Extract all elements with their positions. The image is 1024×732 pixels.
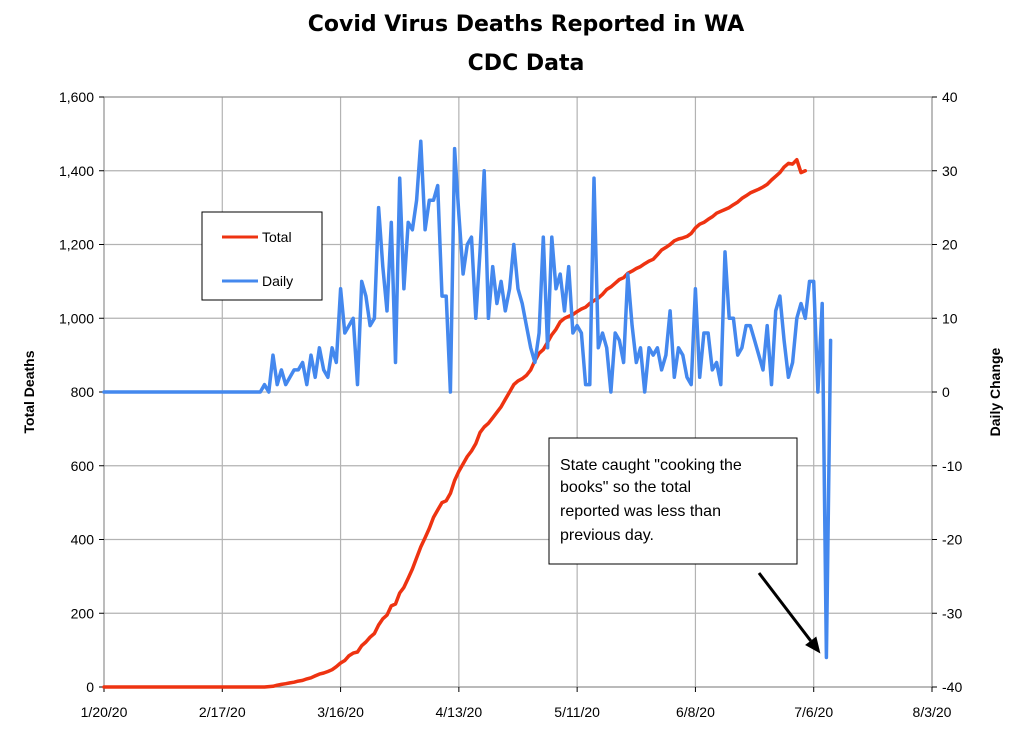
y2-tick-label: -20 bbox=[942, 532, 962, 548]
y2-tick-label: 20 bbox=[942, 237, 958, 253]
series-line-daily bbox=[102, 139, 833, 660]
y2-axis-label: Daily Change bbox=[987, 347, 1003, 436]
y2-tick-label: -40 bbox=[942, 679, 962, 695]
annotation-arrow bbox=[757, 572, 812, 642]
x-tick-label: 3/16/20 bbox=[317, 704, 364, 720]
y2-tick-label: 40 bbox=[942, 89, 958, 105]
x-tick-label: 4/13/20 bbox=[435, 704, 482, 720]
y2-tick-label: 0 bbox=[942, 384, 950, 400]
x-tick-label: 8/3/20 bbox=[913, 704, 952, 720]
y-tick-label: 1,400 bbox=[59, 163, 94, 179]
y-axis-label: Total Deaths bbox=[21, 350, 37, 433]
y-tick-label: 1,000 bbox=[59, 310, 94, 326]
annotation-box bbox=[548, 437, 798, 565]
annotation-line-1: State caught "cooking the bbox=[560, 457, 742, 474]
y-tick-label: 1,600 bbox=[59, 89, 94, 105]
x-tick-label: 7/6/20 bbox=[794, 704, 833, 720]
y2-tick-label: -10 bbox=[942, 458, 962, 474]
x-tick-label: 1/20/20 bbox=[81, 704, 128, 720]
y2-tick-label: 10 bbox=[942, 310, 958, 326]
legend: Total Daily bbox=[201, 211, 323, 301]
x-tick-label: 2/17/20 bbox=[199, 704, 246, 720]
y-tick-label: 200 bbox=[71, 605, 95, 621]
y2-tick-label: 30 bbox=[942, 163, 958, 179]
legend-box bbox=[201, 211, 323, 301]
ticks: 02004006008001,0001,2001,4001,600-40-30-… bbox=[59, 89, 962, 720]
y-tick-label: 1,200 bbox=[59, 237, 94, 253]
x-tick-label: 5/11/20 bbox=[554, 704, 600, 720]
series-group bbox=[102, 139, 833, 689]
legend-label-total: Total bbox=[262, 229, 292, 245]
legend-label-daily: Daily bbox=[262, 273, 293, 289]
x-tick-label: 6/8/20 bbox=[676, 704, 715, 720]
annotation-line-2: books" so the total bbox=[560, 479, 691, 496]
y2-tick-label: -30 bbox=[942, 605, 962, 621]
y-tick-label: 600 bbox=[71, 458, 95, 474]
y-tick-label: 400 bbox=[71, 532, 95, 548]
chart-subtitle: CDC Data bbox=[468, 51, 585, 76]
annotation: State caught "cooking the books" so the … bbox=[548, 437, 821, 654]
y-tick-label: 0 bbox=[86, 679, 94, 695]
annotation-arrow-head bbox=[805, 636, 821, 654]
annotation-line-4: previous day. bbox=[560, 527, 654, 544]
grid bbox=[103, 96, 933, 688]
chart-title: Covid Virus Deaths Reported in WA bbox=[308, 12, 745, 37]
y-tick-label: 800 bbox=[71, 384, 95, 400]
series-line-total bbox=[102, 157, 808, 689]
annotation-line-3: reported was less than bbox=[560, 503, 721, 520]
